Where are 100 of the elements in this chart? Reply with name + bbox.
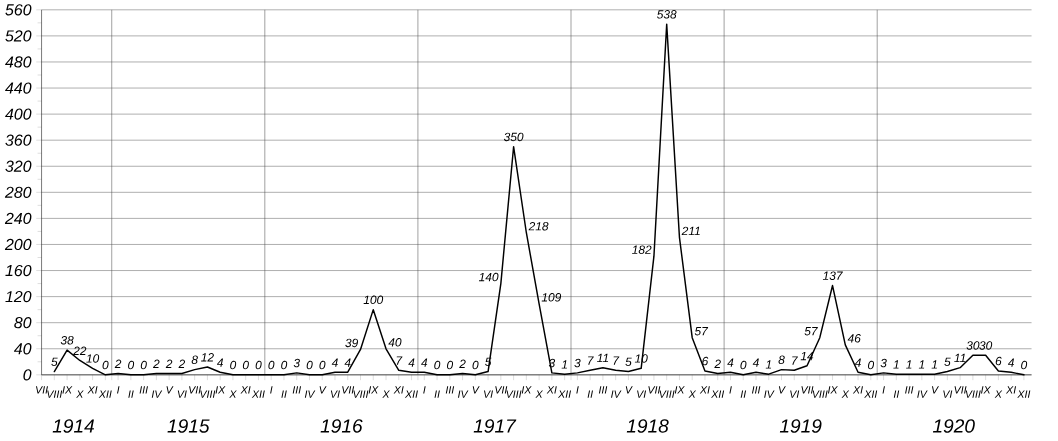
x-tick-label: XI — [240, 386, 251, 394]
data-label: 1 — [893, 360, 899, 369]
data-label: 3 — [293, 358, 300, 368]
data-label: 0 — [140, 360, 147, 370]
data-label: 46 — [847, 334, 861, 343]
data-label: 5 — [944, 357, 951, 367]
data-label: 0 — [1021, 360, 1028, 370]
data-label: 4 — [421, 358, 428, 367]
data-label: 22 — [73, 346, 87, 355]
x-tick-label: VI — [330, 390, 340, 398]
y-tick-label: 280 — [4, 186, 32, 198]
x-tick-label: III — [292, 386, 302, 394]
x-tick-label: IV — [917, 390, 928, 398]
x-tick-label: VII — [35, 386, 48, 394]
x-tick-label: IX — [215, 386, 226, 394]
data-label: 2 — [178, 359, 186, 368]
data-label: 7 — [792, 356, 798, 365]
y-tick-label: 240 — [4, 212, 32, 225]
x-tick-label: VII — [189, 386, 202, 394]
x-tick-label: XII — [711, 390, 725, 398]
x-tick-label: X — [688, 390, 697, 398]
data-label: 4 — [344, 358, 351, 367]
data-label: 0 — [128, 360, 135, 370]
x-tick-label: VI — [943, 390, 953, 398]
data-label: 11 — [954, 353, 966, 363]
data-label: 57 — [804, 327, 818, 336]
x-tick-label: IV — [764, 390, 775, 398]
x-tick-label: II — [434, 390, 440, 398]
x-tick-label: VIII — [812, 390, 828, 398]
x-tick-label: II — [281, 390, 287, 398]
data-label: 2 — [714, 359, 721, 368]
data-label: 140 — [478, 272, 499, 282]
x-tick-label: VIII — [506, 390, 522, 398]
x-tick-label: IX — [674, 386, 685, 394]
x-tick-label: X — [382, 390, 390, 398]
x-tick-label: VI — [790, 390, 800, 398]
data-label: 538 — [656, 10, 677, 19]
data-label: 0 — [242, 360, 249, 370]
data-label: 3 — [880, 358, 887, 368]
y-tick-label: 360 — [5, 134, 32, 146]
x-tick-label: IV — [304, 390, 316, 398]
x-tick-label: XI — [699, 386, 710, 394]
data-label: 137 — [822, 271, 843, 280]
x-tick-label: I — [270, 386, 273, 394]
data-label: 2 — [153, 359, 160, 368]
data-label: 5 — [625, 357, 632, 367]
y-tick-label: 480 — [5, 56, 32, 68]
data-label: 7 — [588, 356, 594, 365]
data-label: 1 — [906, 360, 912, 369]
x-tick-label: XI — [1005, 386, 1017, 394]
data-label: 2 — [114, 359, 122, 368]
x-tick-label: VIII — [659, 390, 675, 398]
x-tick-label: V — [625, 386, 633, 394]
data-label: 4 — [1007, 358, 1015, 367]
x-tick-label: II — [740, 390, 747, 398]
x-tick-label: VII — [342, 386, 355, 394]
x-tick-label: IV — [611, 390, 622, 398]
x-tick-label: VI — [177, 390, 187, 398]
x-tick-label: VIII — [965, 390, 981, 398]
x-tick-label: III — [139, 386, 148, 394]
x-tick-label: VII — [648, 386, 661, 394]
data-label: 182 — [632, 245, 652, 254]
data-label: 7 — [613, 356, 620, 365]
y-tick-label: 0 — [23, 369, 32, 381]
data-label: 6 — [995, 356, 1002, 366]
x-tick-label: X — [994, 390, 1003, 398]
y-tick-label: 520 — [5, 30, 32, 42]
data-label: 1 — [765, 360, 772, 369]
data-label: 0 — [868, 360, 875, 370]
y-tick-label: 320 — [5, 160, 32, 172]
x-tick-label: IX — [521, 386, 532, 394]
text: 1916 — [320, 419, 363, 433]
data-label: 350 — [503, 132, 524, 142]
data-label: 0 — [740, 360, 747, 370]
text: 1919 — [779, 419, 822, 433]
y-tick-label: 440 — [5, 82, 32, 94]
data-label: 0 — [230, 360, 237, 370]
x-tick-label: III — [598, 386, 608, 394]
x-tick-label: IX — [368, 386, 379, 394]
data-label: 0 — [319, 360, 326, 370]
x-tick-label: XI — [852, 386, 863, 394]
data-label: 0 — [255, 360, 262, 370]
x-tick-label: IX — [827, 386, 838, 394]
data-label: 40 — [388, 338, 402, 347]
data-label: 2 — [165, 359, 173, 368]
x-tick-label: I — [117, 386, 120, 394]
x-tick-label: X — [229, 390, 237, 398]
x-tick-label: I — [882, 386, 885, 394]
data-label: 30 — [979, 341, 993, 350]
x-tick-label: XII — [404, 390, 418, 398]
x-tick-label: X — [841, 390, 850, 398]
text: 1920 — [932, 419, 975, 433]
data-label: 11 — [597, 353, 609, 363]
x-tick-label: VI — [637, 390, 647, 398]
x-tick-label: I — [423, 386, 426, 394]
data-label: 7 — [396, 356, 403, 365]
y-tick-label: 200 — [4, 238, 32, 251]
data-label: 109 — [541, 293, 562, 302]
x-tick-label: II — [893, 390, 900, 398]
data-label: 1 — [561, 360, 567, 369]
